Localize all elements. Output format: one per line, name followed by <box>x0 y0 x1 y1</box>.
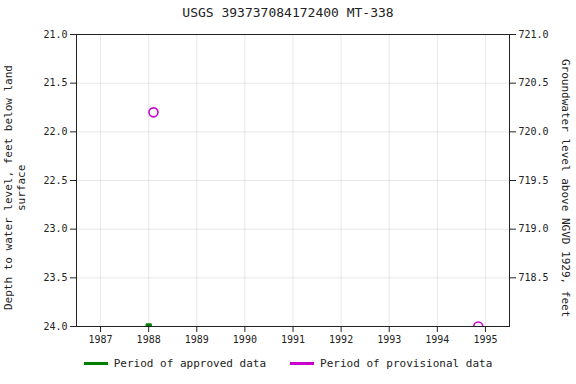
html-text:Period of approved data: Period of approved data <box>113 356 267 370</box>
html-text:Depth to water level, feet bel: Depth to water level, feet below land su… <box>2 65 28 311</box>
svg-text:719.5: 719.5 <box>519 175 549 186</box>
svg-text:719.0: 719.0 <box>519 223 549 234</box>
svg-text:720.0: 720.0 <box>519 126 549 137</box>
svg-text:721.0: 721.0 <box>519 29 549 40</box>
html-text:Groundwater level above NGVD 1: Groundwater level above NGVD 1929, feet <box>559 58 572 318</box>
svg-text:1993: 1993 <box>377 334 401 345</box>
svg-text:1991: 1991 <box>281 334 305 345</box>
svg-text:718.5: 718.5 <box>519 272 549 283</box>
svg-text:21.0: 21.0 <box>43 29 67 40</box>
html-text:USGS 393737084172400 MT-338: USGS 393737084172400 MT-338 <box>182 5 394 20</box>
svg-text:21.5: 21.5 <box>43 77 67 88</box>
svg-text:1992: 1992 <box>329 334 353 345</box>
svg-text:1987: 1987 <box>89 334 113 345</box>
svg-text:24.0: 24.0 <box>43 321 67 332</box>
svg-text:23.5: 23.5 <box>43 272 67 283</box>
svg-text:23.0: 23.0 <box>43 223 67 234</box>
svg-text:720.5: 720.5 <box>519 77 549 88</box>
svg-text:1990: 1990 <box>233 334 257 345</box>
svg-text:1995: 1995 <box>473 334 497 345</box>
svg-text:1989: 1989 <box>185 334 209 345</box>
html-text:Period of provisional data: Period of provisional data <box>320 356 493 370</box>
svg-text:22.0: 22.0 <box>43 126 67 137</box>
svg-text:22.5: 22.5 <box>43 175 67 186</box>
svg-text:1994: 1994 <box>425 334 449 345</box>
svg-text:1988: 1988 <box>137 334 161 345</box>
